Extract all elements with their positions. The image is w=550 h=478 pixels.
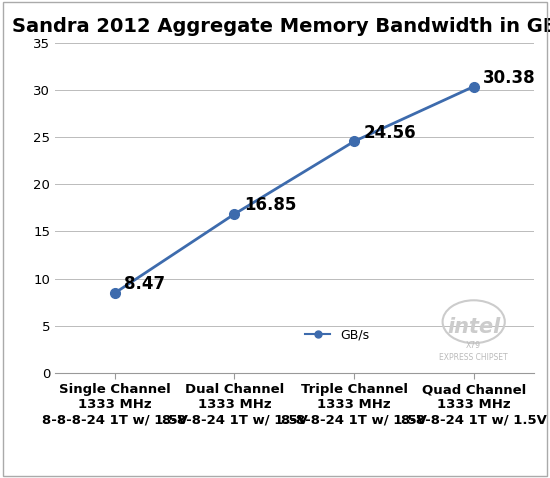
Text: 8.47: 8.47 [124, 275, 166, 293]
Text: 16.85: 16.85 [244, 196, 296, 214]
Text: X79
EXPRESS CHIPSET: X79 EXPRESS CHIPSET [439, 341, 508, 362]
Legend: GB/s: GB/s [300, 324, 374, 347]
Text: intel: intel [447, 316, 500, 337]
Text: 24.56: 24.56 [364, 124, 416, 141]
Text: 30.38: 30.38 [483, 69, 536, 87]
Title: Sandra 2012 Aggregate Memory Bandwidth in GB/s: Sandra 2012 Aggregate Memory Bandwidth i… [12, 17, 550, 36]
